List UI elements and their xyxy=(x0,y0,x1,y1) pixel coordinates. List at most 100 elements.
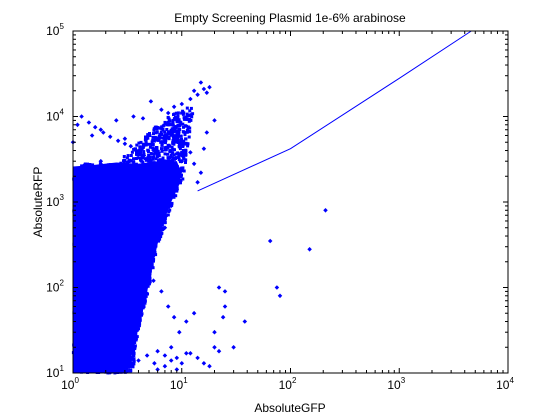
tick-base: 10 xyxy=(387,378,401,392)
cloud-point xyxy=(172,157,176,161)
cloud-point xyxy=(132,349,136,353)
data-point xyxy=(195,355,200,361)
cloud-point xyxy=(154,150,158,154)
cloud-point xyxy=(149,159,153,163)
data-point xyxy=(222,304,228,309)
cloud-point xyxy=(151,143,155,146)
cloud-point xyxy=(173,117,177,121)
data-point xyxy=(216,285,222,290)
cloud-point xyxy=(161,140,165,144)
cloud-point xyxy=(151,157,155,161)
cloud-point xyxy=(155,130,159,134)
cloud-point xyxy=(139,140,143,144)
cloud-point xyxy=(169,130,173,134)
cloud-point xyxy=(86,162,90,166)
cloud-point xyxy=(179,141,183,145)
cloud-point xyxy=(163,152,167,156)
cloud-point xyxy=(135,335,139,339)
cloud-point xyxy=(189,106,193,110)
cloud-point xyxy=(184,158,188,162)
data-point xyxy=(277,293,283,299)
cloud-point xyxy=(176,135,180,139)
tick-base: 10 xyxy=(46,281,60,295)
data-point xyxy=(216,348,222,354)
cloud-point xyxy=(181,122,185,126)
cloud-point xyxy=(177,133,180,137)
cloud-point xyxy=(166,116,170,120)
data-point xyxy=(201,86,207,92)
data-point xyxy=(89,133,95,138)
cloud-point xyxy=(142,150,146,154)
cloud-point xyxy=(183,142,187,146)
cloud-point xyxy=(146,136,150,140)
cloud-point xyxy=(175,136,179,140)
data-point xyxy=(165,110,171,116)
cloud-point xyxy=(165,123,169,127)
cloud-point xyxy=(173,148,176,152)
cloud-point xyxy=(177,158,181,162)
data-point xyxy=(151,278,156,283)
cloud-point xyxy=(177,154,181,158)
data-point xyxy=(155,348,160,354)
cloud-point xyxy=(166,143,170,147)
data-point xyxy=(242,319,248,324)
cloud-point xyxy=(187,113,191,117)
cloud-point xyxy=(91,163,95,167)
data-point xyxy=(177,329,182,335)
cloud-point xyxy=(176,115,180,119)
cloud-point xyxy=(177,120,181,124)
cloud-point xyxy=(172,112,176,116)
cloud-point xyxy=(180,150,184,154)
cloud-point xyxy=(144,294,148,298)
cloud-point xyxy=(137,156,141,160)
cloud-point xyxy=(169,133,173,137)
data-point xyxy=(155,367,160,372)
cloud-point xyxy=(140,147,144,151)
cloud-point xyxy=(83,163,87,167)
cloud-point xyxy=(134,147,137,151)
cloud-point xyxy=(156,153,160,157)
cloud-point xyxy=(164,148,168,152)
cloud-point xyxy=(171,158,174,162)
cloud-point xyxy=(152,132,155,136)
cloud-point xyxy=(182,130,186,134)
cloud-point xyxy=(125,160,129,164)
fit-line xyxy=(197,30,472,192)
data-point xyxy=(222,289,228,294)
cloud-point xyxy=(158,237,162,241)
cloud-point xyxy=(141,156,145,160)
cloud-point xyxy=(170,145,174,149)
cloud-point xyxy=(151,146,155,150)
data-point xyxy=(184,319,189,324)
cloud-point xyxy=(184,152,188,156)
cloud-point xyxy=(155,127,159,131)
cloud-point xyxy=(150,140,154,144)
x-tick-label: 103 xyxy=(387,376,405,392)
cloud-point xyxy=(182,111,186,115)
cloud-point xyxy=(181,112,185,116)
tick-exponent: 3 xyxy=(401,376,406,385)
cloud-point xyxy=(188,109,192,113)
cloud-point xyxy=(182,117,186,121)
data-point xyxy=(141,270,147,275)
tick-base: 10 xyxy=(46,195,60,209)
cloud-point xyxy=(155,155,159,159)
data-point xyxy=(198,80,204,85)
y-tick-label: 105 xyxy=(46,22,64,38)
cloud-point xyxy=(133,344,137,348)
cloud-point xyxy=(140,154,144,158)
cloud-point xyxy=(135,143,139,147)
data-point xyxy=(184,351,189,356)
cloud-point xyxy=(145,157,149,161)
tick-exponent: 2 xyxy=(59,279,64,288)
cloud-point xyxy=(137,141,141,145)
cloud-point xyxy=(171,120,175,124)
data-point xyxy=(122,141,128,147)
tick-base: 10 xyxy=(61,378,75,392)
tick-base: 10 xyxy=(46,366,60,380)
cloud-point xyxy=(187,135,191,139)
cloud-point xyxy=(168,208,172,212)
cloud-point xyxy=(170,201,174,205)
cloud-point xyxy=(181,166,185,170)
cloud-point xyxy=(179,134,183,138)
